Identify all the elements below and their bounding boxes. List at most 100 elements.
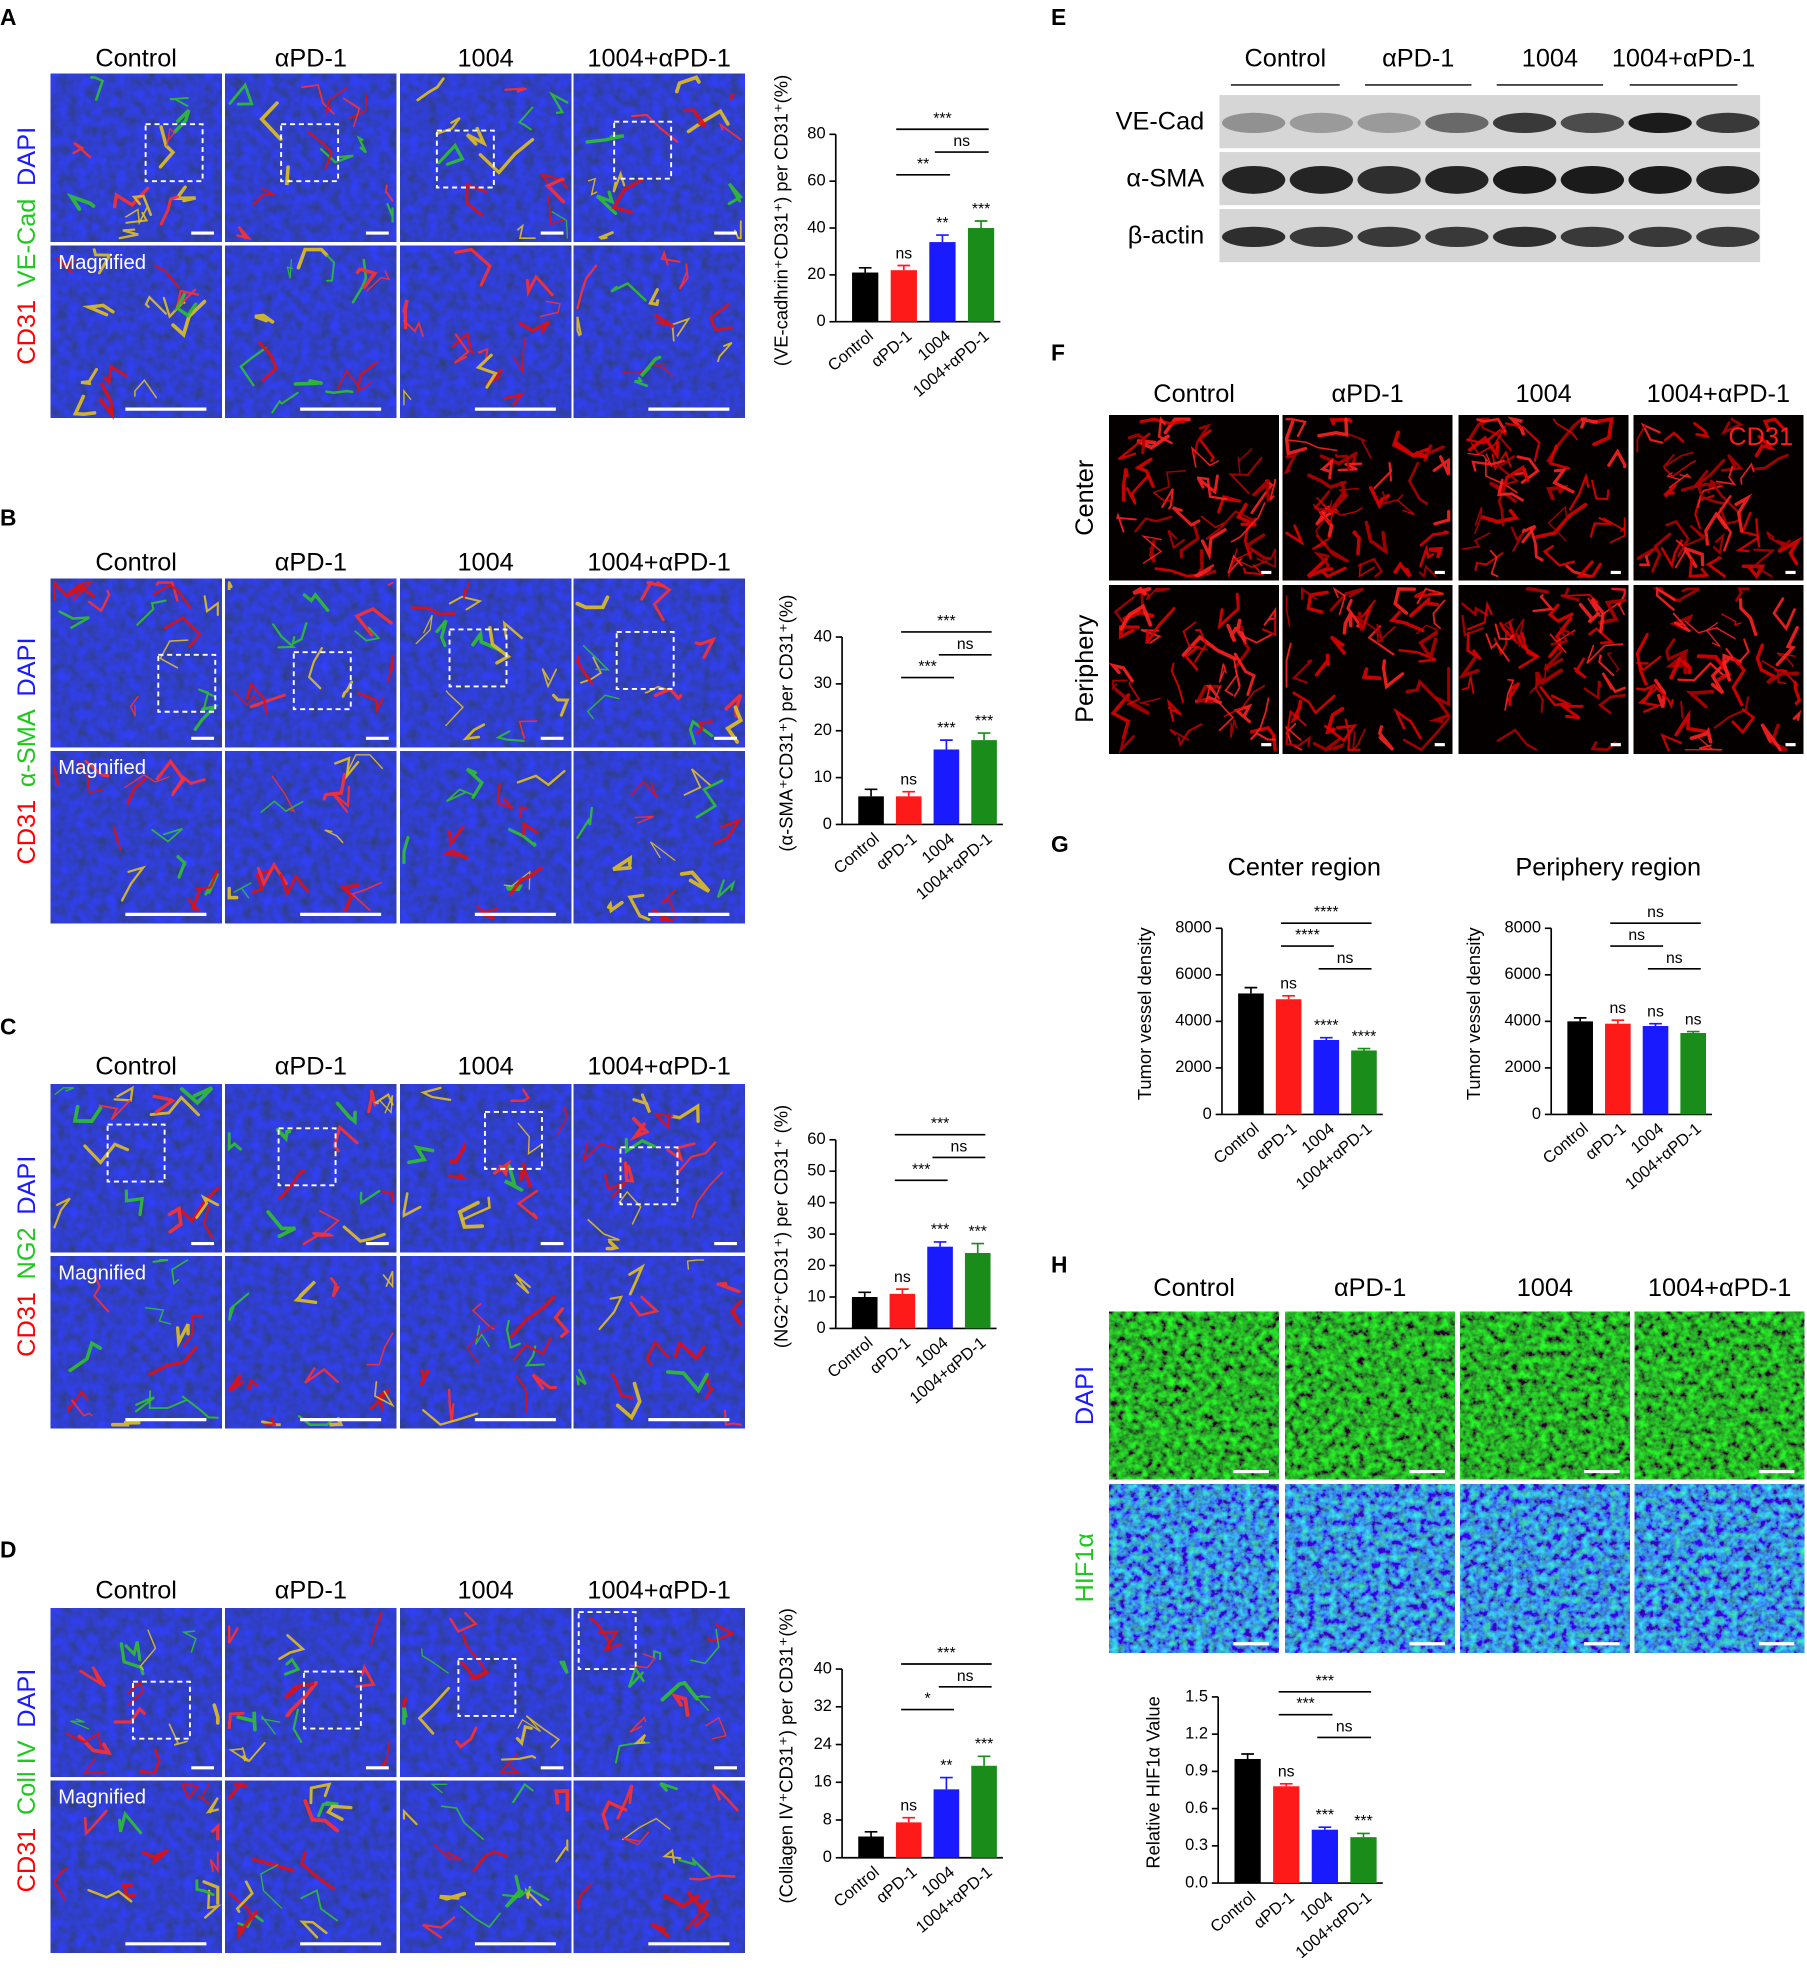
bar [1567,1021,1593,1115]
vessel [1321,566,1347,579]
micrograph [225,1256,397,1429]
vessel [227,1782,249,1801]
vessel [445,690,464,727]
vessel [251,868,274,894]
vessel [1418,564,1437,579]
vessel [309,1782,332,1805]
vessel [521,821,539,836]
y-tick-label: 0 [816,312,825,330]
vessel [1286,439,1338,452]
vessel [518,1162,532,1188]
significance-label: ns [1647,1003,1664,1020]
magnified-label: Magnified [58,1262,146,1284]
stain-label: CD31 [1728,423,1793,451]
vessel [508,827,537,848]
micrograph-background [50,1084,222,1253]
row-label-part: Coll IV [13,1740,41,1815]
vessel [1712,533,1725,555]
vessel [671,317,691,342]
micrograph-background [50,1256,222,1429]
bar [895,796,922,825]
comparison-label: **** [1295,927,1320,944]
blot-band [1628,165,1692,194]
chart-title: Center region [1228,853,1381,881]
blot-band [1560,226,1625,248]
vessel [632,1093,652,1114]
protein-label: VE-Cad [1116,108,1205,136]
vessel [1560,587,1580,602]
vessel [576,1883,593,1911]
column-header: 1004+αPD-1 [1612,44,1755,72]
row-label: CD31 NG2 DAPI [13,1156,41,1357]
y-tick-label: 60 [807,1130,825,1148]
micrograph-background [50,73,222,242]
vessel [615,1381,642,1421]
micrograph [1633,415,1804,581]
vessel [1458,656,1480,680]
vessel [1224,657,1238,696]
vessel [387,581,394,586]
vessel [670,1692,690,1717]
vessel [402,1808,418,1826]
vessel [1200,515,1225,529]
vessel [448,1388,455,1423]
vessel [477,347,489,363]
comparison-label: **** [1314,904,1339,921]
zoom-box [132,1680,191,1740]
bar [971,1765,997,1858]
y-axis-title: Tumor vessel density [1463,927,1484,1101]
vessel [1752,453,1789,471]
row-label-part: DAPI [13,637,41,696]
vessel [1402,717,1450,752]
vessel [1660,539,1683,569]
vessel [1598,598,1627,625]
row-label-part: NG2 [13,1227,41,1279]
vessel [1235,618,1247,643]
y-tick-label: 0 [1532,1105,1541,1123]
vessel [422,1916,456,1939]
vessel [554,1788,570,1812]
vessel [260,1420,281,1427]
vessel [1313,497,1334,526]
vessel [674,75,701,94]
vessel [472,1850,508,1873]
vessel [618,1190,642,1225]
vessel [159,195,179,226]
bar [1234,1758,1261,1884]
vessel [1532,594,1554,613]
zoom-box [280,123,340,183]
bar [929,242,956,322]
vessel [686,1898,710,1930]
bar [933,749,960,825]
vessel [678,263,689,290]
vessel [1200,528,1227,561]
vessel [1485,633,1510,662]
vessel [1118,720,1135,754]
vessel [84,759,110,778]
comparison-label: *** [1316,1673,1334,1690]
vessel [1218,663,1227,683]
vessel [1261,617,1277,637]
vessel [326,1804,353,1821]
vessel [418,1368,430,1387]
vessel [1510,526,1524,552]
vessel [1416,624,1439,645]
vessel [1504,678,1515,711]
column-header: Control [1153,380,1235,408]
vessel [630,780,658,798]
bar [1273,1786,1300,1884]
vessel [1233,548,1268,569]
vessel [711,1783,739,1812]
vessel [329,1277,340,1298]
vessel [627,893,651,922]
column-header: Control [95,44,177,72]
zoom-box [435,129,495,189]
micrograph [1285,1311,1455,1480]
x-tick-label: αPD-1 [1253,1120,1301,1164]
micrograph [50,73,222,242]
vessel [1589,516,1613,538]
vessel [447,825,465,849]
vessel [454,247,492,287]
vessel [1777,536,1803,566]
vessel [228,1891,254,1920]
